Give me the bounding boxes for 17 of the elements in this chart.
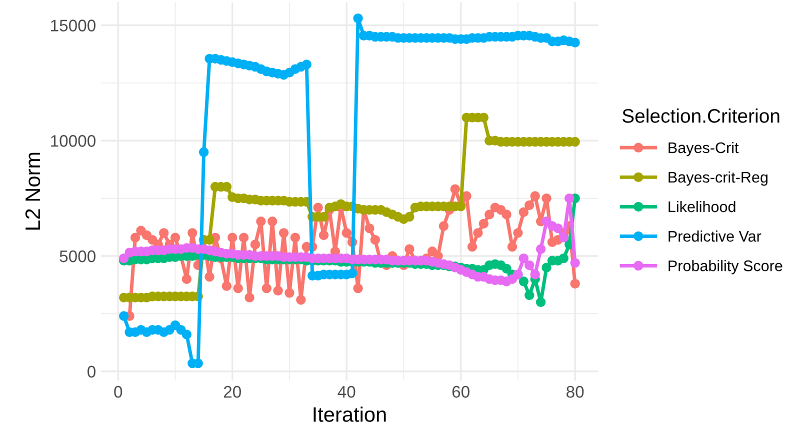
x-tick-label: 40 bbox=[338, 386, 356, 398]
y-tick-label: 5000 bbox=[60, 250, 96, 262]
legend-label: Probability Score bbox=[668, 260, 782, 274]
legend-label: Bayes-crit-Reg bbox=[668, 171, 768, 186]
y-axis-title: L2 Norm bbox=[25, 152, 40, 230]
y-tick-label: 10000 bbox=[51, 135, 96, 147]
x-tick-label: 20 bbox=[224, 386, 241, 398]
legend-title: Selection.Criterion bbox=[622, 108, 780, 123]
x-axis-title: Iteration bbox=[314, 406, 386, 422]
x-tick-label: 0 bbox=[114, 386, 122, 398]
x-tick-label: 80 bbox=[566, 386, 584, 398]
legend-label: Likelihood bbox=[668, 200, 736, 212]
y-tick-label: 15000 bbox=[51, 20, 96, 32]
legend-label: Bayes-Crit bbox=[668, 142, 739, 156]
x-tick-label: 60 bbox=[452, 386, 470, 398]
legend-label: Predictive Var bbox=[668, 230, 762, 242]
y-tick-label: 0 bbox=[88, 366, 96, 378]
